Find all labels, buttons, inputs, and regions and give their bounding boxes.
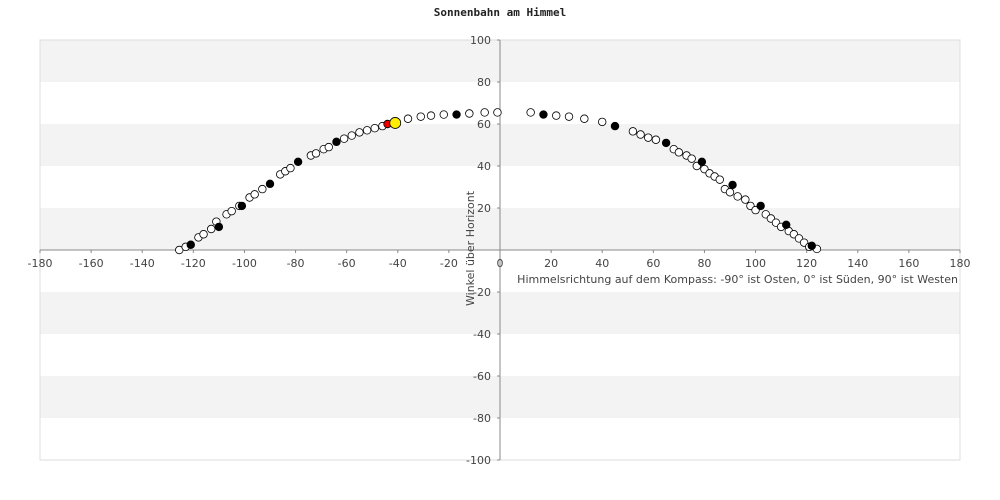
sun-path-point	[610, 121, 620, 131]
x-tick-label: 60	[646, 257, 660, 270]
sun-path-point	[697, 157, 707, 166]
sun-path-point	[370, 123, 379, 133]
x-tick-label: -100	[232, 257, 257, 270]
sun-path-point	[564, 112, 574, 121]
y-tick-label: -20	[473, 286, 491, 299]
sun-path-point	[311, 149, 321, 158]
x-tick-label: 120	[796, 257, 817, 270]
sun-path-point	[214, 222, 224, 232]
sun-path-point	[207, 224, 216, 234]
sun-path-point	[552, 111, 561, 120]
y-axis-label: Winkel über Horizont	[464, 190, 477, 306]
y-tick-label: 40	[477, 160, 491, 173]
sun-path-point	[186, 240, 195, 249]
sun-path-point	[362, 126, 372, 135]
sun-path-point	[339, 134, 349, 143]
x-axis-label: Himmelsrichtung auf dem Kompass: -90° is…	[517, 273, 958, 286]
x-tick-label: 100	[745, 257, 766, 270]
x-tick-label: 140	[847, 257, 868, 270]
sun-path-point	[782, 220, 791, 229]
sun-path-point	[286, 163, 295, 173]
sun-path-point	[227, 206, 236, 216]
sun-path-point	[237, 201, 247, 211]
sun-path-point	[733, 192, 742, 201]
x-tick-label: -160	[79, 257, 104, 270]
y-tick-label: -80	[473, 412, 491, 425]
sun-path-point	[452, 110, 461, 119]
sun-path-point	[426, 111, 436, 120]
sun-path-point	[644, 133, 653, 142]
x-tick-label: -140	[130, 257, 155, 270]
data-points	[175, 108, 822, 255]
sun-path-point	[728, 180, 737, 190]
sun-path-point	[651, 135, 661, 144]
y-tick-label: -60	[473, 370, 491, 383]
y-tick-label: -100	[466, 454, 491, 467]
y-tick-labels: -100 -80 -60 -40 -20 20 40 60 80 100	[466, 34, 500, 467]
x-tick-label: -60	[338, 257, 356, 270]
sun-path-point	[258, 184, 267, 194]
sun-path-point	[250, 190, 259, 199]
sun-path-point	[539, 110, 548, 119]
x-tick-label: -180	[28, 257, 53, 270]
sun-path-point	[265, 179, 275, 189]
sun-path-point	[674, 148, 684, 157]
x-tick-label: -80	[287, 257, 305, 270]
sun-path-point	[199, 230, 208, 239]
sun-path-point	[324, 142, 333, 152]
sun-path-point	[715, 175, 724, 184]
sun-path-point	[687, 154, 696, 163]
sun-path-point	[598, 117, 607, 127]
sun-path-point	[580, 114, 589, 123]
sun-path-point	[661, 138, 671, 148]
sun-path-point	[741, 195, 750, 204]
x-tick-label: 180	[950, 257, 971, 270]
sun-path-point	[293, 157, 303, 166]
y-tick-label: 60	[477, 118, 491, 131]
x-tick-label: 0	[497, 257, 504, 270]
x-tick-label: -120	[181, 257, 206, 270]
x-tick-label: -40	[389, 257, 407, 270]
y-tick-label: -40	[473, 328, 491, 341]
sun-path-point	[465, 109, 474, 118]
sun-path-point	[439, 110, 448, 119]
sun-path-point	[725, 188, 735, 197]
chart-title: Sonnenbahn am Himmel	[433, 6, 567, 19]
x-tick-label: 20	[544, 257, 558, 270]
x-tick-label: 80	[697, 257, 711, 270]
current-sun-point	[389, 117, 402, 129]
sun-path-point	[493, 108, 502, 117]
x-tick-label: 160	[898, 257, 919, 270]
sun-path-point	[526, 108, 535, 117]
y-tick-label: 20	[477, 202, 491, 215]
y-tick-label: 80	[477, 76, 491, 89]
sun-path-point	[636, 130, 645, 139]
sun-path-point	[807, 241, 816, 250]
x-tick-label: 40	[595, 257, 609, 270]
sun-path-point	[416, 112, 425, 121]
x-tick-labels: -180 -160 -140 -120 -100 -80 -60 -40 -20 0 20 40 60 8…	[28, 250, 971, 270]
y-tick-label: 100	[470, 34, 491, 47]
sun-path-point	[347, 131, 356, 140]
sun-path-point	[332, 137, 341, 147]
sun-path-point	[355, 128, 364, 137]
sun-path-point	[628, 127, 638, 136]
sun-path-point	[756, 201, 765, 211]
sun-path-point	[403, 114, 413, 123]
x-tick-label: -20	[440, 257, 458, 270]
sun-path-point	[480, 108, 489, 117]
